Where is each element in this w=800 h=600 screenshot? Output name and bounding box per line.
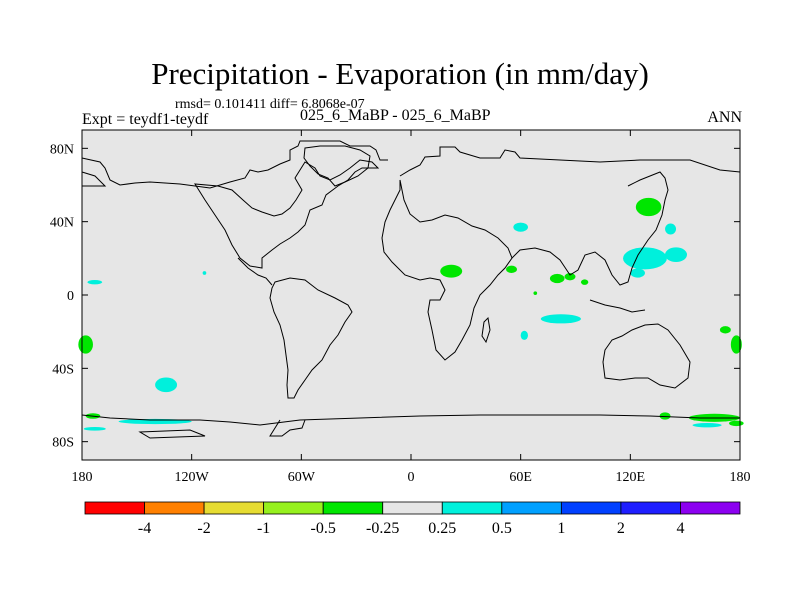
season-label: ANN (707, 109, 742, 126)
anomaly-region (520, 330, 528, 340)
colorbar-box (501, 501, 562, 515)
y-tick-label: 80N (50, 142, 74, 157)
subtitle-label: 025_6_MaBP - 025_6_MaBP (300, 107, 491, 124)
colorbar-box (680, 501, 741, 515)
anomaly-region (659, 412, 671, 420)
anomaly-region (533, 291, 538, 295)
colorbar-box (560, 501, 622, 515)
colorbar-box (84, 501, 145, 515)
coastline-australia (602, 323, 691, 389)
colorbar-label: -4 (137, 520, 152, 537)
y-tick-label: 40N (50, 216, 74, 231)
coastline-europe-africa (381, 179, 513, 361)
colorbar-label: -0.25 (366, 520, 400, 537)
anomaly-region (580, 279, 589, 285)
colorbar-label: -2 (197, 520, 211, 537)
anomaly-region (564, 273, 576, 281)
x-tick-label: 0 (408, 470, 415, 485)
anomaly-regions (78, 197, 744, 431)
x-tick-label: 120W (175, 470, 210, 485)
anomaly-region (87, 279, 103, 285)
colorbar-box (203, 501, 265, 515)
colorbar-box (144, 501, 205, 515)
anomaly-region (202, 271, 207, 275)
coastline-arctic-west (81, 140, 388, 189)
colorbar-label: 1 (557, 520, 566, 537)
colorbar-box (441, 501, 503, 515)
x-tick-label: 60W (288, 470, 316, 485)
colorbar-label: -0.5 (310, 520, 336, 537)
coastline-central-america (237, 257, 273, 286)
coastline-antarctic-peninsula (269, 419, 306, 437)
anomaly-region (665, 223, 677, 235)
anomaly-region (506, 265, 518, 274)
coastlines (81, 140, 741, 439)
colorbar-label: 0.5 (491, 520, 512, 537)
coastline-alaska (81, 171, 107, 187)
y-axis: 80N 40N 0 40S 80S (50, 142, 740, 451)
anomaly-region (549, 273, 565, 284)
colorbar-box (382, 501, 443, 515)
coastline-greenland (303, 145, 371, 187)
colorbar-box (263, 501, 324, 515)
coastline-north-america (194, 159, 380, 269)
y-tick-label: 0 (67, 289, 74, 304)
colorbar-boxes (84, 501, 741, 515)
anomaly-region (730, 335, 742, 354)
coastline-ross-ice (138, 429, 206, 439)
anomaly-region (440, 264, 463, 278)
coastline-indonesia (589, 299, 646, 313)
x-axis: 180 120W 60W 0 60E 120E 180 (72, 130, 751, 485)
anomaly-region (513, 222, 528, 232)
anomaly-region (155, 377, 178, 393)
coastline-antarctica (81, 414, 740, 426)
coastline-arctic-east (399, 146, 741, 177)
anomaly-region (719, 326, 731, 334)
x-tick-label: 120E (616, 470, 646, 485)
y-tick-label: 40S (52, 362, 74, 377)
anomaly-region (665, 247, 687, 262)
colorbar-box (322, 501, 384, 515)
colorbar-label: 4 (676, 520, 685, 537)
chart-title: Precipitation - Evaporation (in mm/day) (151, 56, 649, 91)
experiment-label: Expt = teydf1-teydf (82, 111, 209, 128)
anomaly-region (83, 427, 106, 431)
x-tick-label: 180 (72, 470, 93, 485)
x-tick-label: 180 (730, 470, 751, 485)
x-tick-label: 60E (509, 470, 532, 485)
colorbar-label: 0.25 (428, 520, 457, 537)
colorbar-label: -1 (256, 520, 271, 537)
colorbar-box (620, 501, 681, 515)
y-tick-label: 80S (52, 436, 74, 451)
stats-label: rmsd= 0.101411 diff= 6.8068e-07 (175, 97, 365, 112)
coastline-south-america (269, 277, 353, 399)
anomaly-region (630, 268, 645, 278)
anomaly-region (540, 314, 581, 324)
anomaly-region (692, 422, 722, 428)
colorbar-label: 2 (616, 520, 625, 537)
anomaly-region (635, 197, 662, 217)
coastline-asia (511, 171, 669, 286)
coastline-madagascar (481, 316, 491, 344)
